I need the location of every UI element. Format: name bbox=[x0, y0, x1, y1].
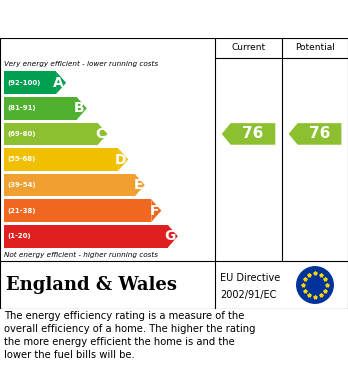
Bar bbox=[4, 174, 135, 196]
Text: (55-68): (55-68) bbox=[7, 156, 35, 163]
Polygon shape bbox=[135, 174, 145, 196]
Text: A: A bbox=[53, 76, 64, 90]
Polygon shape bbox=[77, 97, 87, 120]
Polygon shape bbox=[118, 148, 128, 171]
Text: (21-38): (21-38) bbox=[7, 208, 35, 213]
Text: 76: 76 bbox=[309, 126, 330, 142]
Text: 2002/91/EC: 2002/91/EC bbox=[220, 290, 276, 300]
Bar bbox=[4, 97, 77, 120]
Text: (92-100): (92-100) bbox=[7, 80, 40, 86]
Polygon shape bbox=[151, 199, 161, 222]
Bar bbox=[4, 148, 118, 171]
Text: (69-80): (69-80) bbox=[7, 131, 35, 137]
Text: 76: 76 bbox=[242, 126, 264, 142]
Polygon shape bbox=[56, 72, 66, 94]
Text: England & Wales: England & Wales bbox=[6, 276, 177, 294]
Text: (1-20): (1-20) bbox=[7, 233, 31, 239]
Bar bbox=[4, 199, 151, 222]
Text: (81-91): (81-91) bbox=[7, 105, 35, 111]
Text: Very energy efficient - lower running costs: Very energy efficient - lower running co… bbox=[4, 61, 158, 67]
Text: E: E bbox=[133, 178, 143, 192]
Text: D: D bbox=[115, 152, 126, 167]
Bar bbox=[4, 225, 168, 248]
Text: Energy Efficiency Rating: Energy Efficiency Rating bbox=[10, 12, 232, 27]
Text: Current: Current bbox=[231, 43, 266, 52]
Text: The energy efficiency rating is a measure of the
overall efficiency of a home. T: The energy efficiency rating is a measur… bbox=[4, 310, 255, 360]
Polygon shape bbox=[97, 123, 108, 145]
Text: C: C bbox=[95, 127, 105, 141]
Bar bbox=[4, 72, 56, 94]
Text: F: F bbox=[150, 204, 159, 218]
Text: G: G bbox=[165, 229, 176, 243]
Polygon shape bbox=[168, 225, 178, 248]
Polygon shape bbox=[222, 123, 275, 145]
Text: (39-54): (39-54) bbox=[7, 182, 35, 188]
Bar bbox=[4, 123, 97, 145]
Text: Potential: Potential bbox=[295, 43, 335, 52]
Polygon shape bbox=[288, 123, 341, 145]
Text: B: B bbox=[74, 101, 85, 115]
Text: EU Directive: EU Directive bbox=[220, 273, 280, 283]
Circle shape bbox=[297, 267, 333, 303]
Text: Not energy efficient - higher running costs: Not energy efficient - higher running co… bbox=[4, 252, 158, 258]
